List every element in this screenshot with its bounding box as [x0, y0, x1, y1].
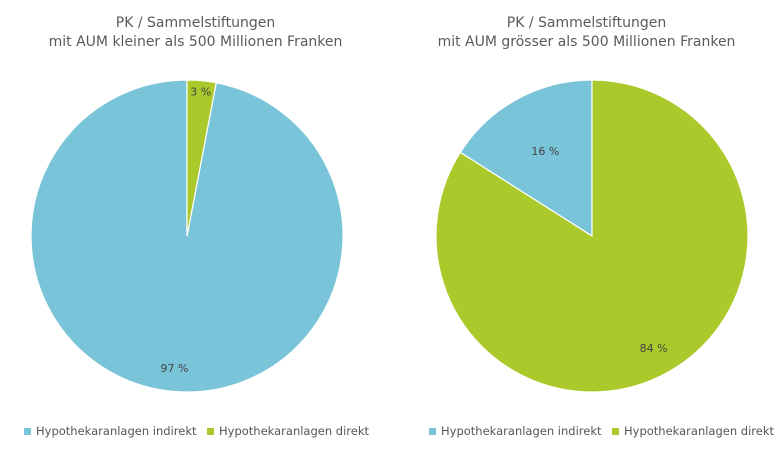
chart-panel-aum-above-500m: PK / Sammelstiftungen mit AUM grösser al… — [391, 0, 782, 462]
chart-title-line-1: PK / Sammelstiftungen — [115, 15, 276, 31]
chart-title-line-1: PK / Sammelstiftungen — [506, 15, 667, 31]
pie-chart-aum-below-500m: 97 % 3 % — [30, 79, 344, 393]
legend-swatch-indirekt — [24, 427, 31, 435]
legend-item-indirekt: Hypothekaranlagen indirekt — [429, 424, 602, 438]
legend-label-indirekt: Hypothekaranlagen indirekt — [441, 424, 602, 438]
pie-slice-indirekt — [459, 79, 593, 238]
legend-item-direkt: Hypothekaranlagen direkt — [207, 424, 369, 438]
slice-label-indirekt: 16 % — [531, 145, 559, 158]
legend-swatch-direkt — [612, 427, 619, 435]
legend-label-indirekt: Hypothekaranlagen indirekt — [36, 424, 197, 438]
slice-label-indirekt: 97 % — [161, 362, 189, 375]
chart-panel-aum-below-500m: PK / Sammelstiftungen mit AUM kleiner al… — [0, 14, 391, 438]
slice-label-direkt: 3 % — [190, 86, 211, 99]
legend-item-indirekt: Hypothekaranlagen indirekt — [24, 424, 197, 438]
legend-swatch-direkt — [207, 427, 214, 435]
pie-slice-direkt — [186, 79, 217, 237]
chart-title-line-2: mit AUM kleiner als 500 Millionen Franke… — [48, 34, 343, 50]
chart-title: PK / Sammelstiftungen mit AUM grösser al… — [391, 14, 782, 52]
legend-label-direkt: Hypothekaranlagen direkt — [624, 424, 775, 438]
legend-label-direkt: Hypothekaranlagen direkt — [219, 424, 370, 438]
legend-swatch-indirekt — [429, 427, 436, 435]
pie-chart-aum-above-500m: 16 % 84 % — [435, 79, 749, 393]
slice-label-direkt: 84 % — [640, 342, 668, 355]
legend-item-direkt: Hypothekaranlagen direkt — [612, 424, 774, 438]
pie-slice-direkt — [435, 79, 749, 393]
chart-title-line-2: mit AUM grösser als 500 Millionen Franke… — [437, 34, 736, 50]
chart-title: PK / Sammelstiftungen mit AUM kleiner al… — [0, 14, 391, 52]
